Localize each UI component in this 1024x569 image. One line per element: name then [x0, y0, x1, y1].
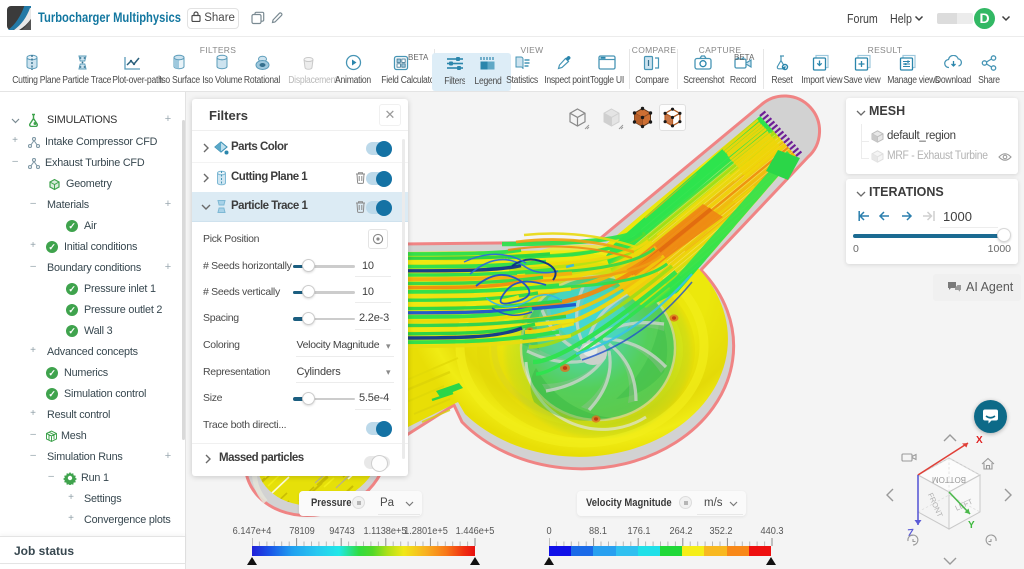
- svg-text:Z: Z: [907, 526, 914, 537]
- svg-text:Y: Y: [968, 520, 975, 531]
- svg-text:X: X: [976, 435, 983, 446]
- svg-text:BOTTOM: BOTTOM: [932, 475, 966, 484]
